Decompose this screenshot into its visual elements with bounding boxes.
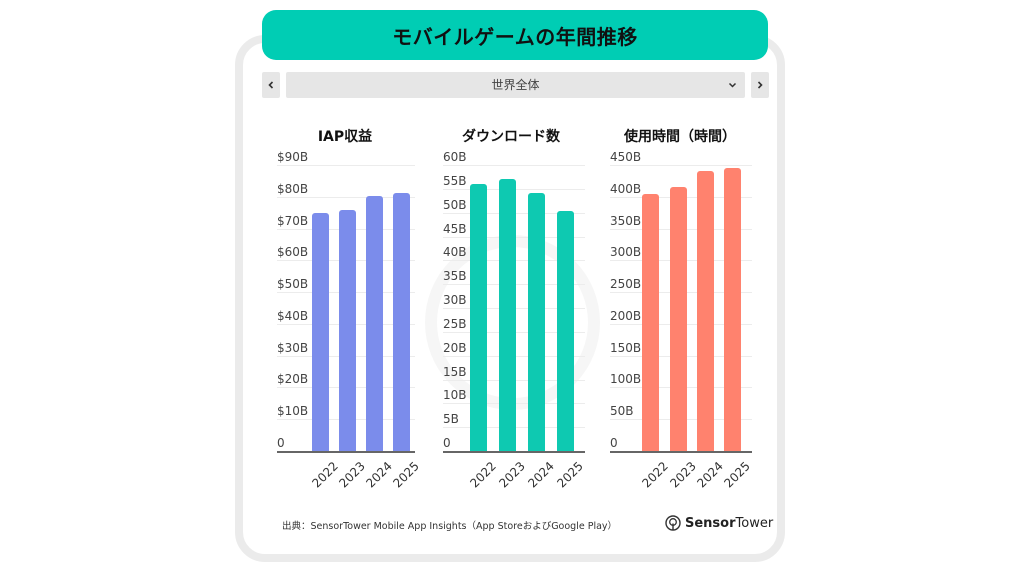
grid-line [277, 165, 415, 166]
sensortower-logo: Sensor Tower [665, 515, 773, 531]
y-tick-label: $40B [277, 308, 309, 323]
y-tick-label: 5B [443, 412, 459, 427]
bar-2023[interactable] [670, 187, 687, 451]
chevron-left-icon [268, 81, 274, 89]
y-tick-label: 0 [443, 436, 451, 450]
bar-2022[interactable] [312, 213, 329, 451]
y-tick-label: 50B [443, 197, 467, 212]
title-banner: モバイルゲームの年間推移 [262, 10, 768, 60]
chart-title: IAP収益 [317, 129, 373, 145]
y-tick-label: 20B [443, 340, 467, 355]
y-tick-label: 50B [610, 404, 634, 419]
x-axis-baseline [277, 451, 415, 453]
y-tick-label: 35B [443, 269, 467, 284]
y-tick-label: 0 [277, 436, 285, 450]
bar-2025[interactable] [724, 168, 741, 451]
sensortower-logo-icon [665, 515, 681, 531]
bar-2024[interactable] [366, 195, 383, 451]
chart-downloads: ダウンロード数 60B 55B 50B 45B 40B 35B 30B 25B 20B 15B 10… [431, 120, 591, 500]
bar-2023[interactable] [499, 179, 516, 451]
x-axis-baseline [610, 451, 752, 453]
source-note: 出典：SensorTower Mobile App Insights（App S… [282, 521, 618, 532]
region-dropdown[interactable]: 世界全体 [286, 72, 745, 98]
plot-area: 60B 55B 50B 45B 40B 35B 30B 25B 20B 15B 10B 5B 0 2022… [443, 120, 586, 500]
next-region-button[interactable] [751, 72, 769, 98]
y-tick-label: $80B [277, 181, 309, 196]
logo-text-tower: Tower [735, 515, 774, 531]
chart-title: 使用時間（時間） [624, 129, 736, 145]
y-tick-label: 200B [610, 308, 642, 323]
y-tick-label: $50B [277, 277, 309, 292]
y-tick-label: 45B [443, 221, 467, 236]
y-tick-label: 100B [610, 372, 642, 387]
bar-2025[interactable] [557, 211, 574, 451]
y-tick-label: $20B [277, 372, 309, 387]
bar-2025[interactable] [393, 192, 410, 451]
y-tick-label: 25B [443, 316, 467, 331]
y-tick-label: 400B [610, 181, 642, 196]
logo-text-sensor: Sensor [685, 515, 736, 531]
grid-line [277, 196, 415, 198]
grid-line [610, 165, 752, 166]
y-tick-label: 350B [610, 213, 642, 228]
region-selected-value: 世界全体 [491, 78, 540, 92]
y-tick-label: 0 [610, 436, 618, 450]
bar-2022[interactable] [642, 194, 659, 451]
y-tick-label: 300B [610, 245, 642, 260]
y-tick-label: 55B [443, 173, 467, 188]
y-tick-label: $10B [277, 404, 309, 419]
plot-area: 450B 400B 350B 300B 250B 200B 150B 100B 50B 0 2022… [610, 120, 753, 500]
x-axis-baseline [443, 451, 585, 453]
y-tick-label: 10B [443, 388, 467, 403]
y-tick-label: 40B [443, 245, 467, 260]
chart-title: ダウンロード数 [462, 129, 560, 145]
y-tick-label: $60B [277, 245, 309, 260]
y-tick-label: 15B [443, 364, 467, 379]
y-tick-label: 30B [443, 293, 467, 307]
y-tick-label: 250B [610, 277, 642, 292]
bar-2024[interactable] [528, 193, 545, 451]
bar-2024[interactable] [697, 170, 714, 451]
chart-usage-hours: 使用時間（時間） 450B 400B 350B 300B 250B 200B 150B 100… [598, 120, 762, 500]
chevron-right-icon [757, 81, 763, 89]
y-tick-label: $30B [277, 340, 309, 355]
y-tick-label: $70B [277, 213, 309, 228]
page-title: モバイルゲームの年間推移 [392, 24, 638, 49]
grid-line [443, 165, 585, 166]
bar-2022[interactable] [470, 183, 487, 451]
bar-2023[interactable] [339, 210, 356, 451]
chart-iap-revenue: IAP収益 $90B $80B $70B $60B $50B $40B $30B $20B $1… [265, 120, 425, 500]
chevron-down-icon [728, 82, 737, 88]
y-tick-label: 60B [443, 150, 467, 164]
y-tick-label: 150B [610, 340, 642, 355]
plot-area: $90B $80B $70B $60B $50B $40B $30B $20B $10B 0 202… [277, 120, 422, 500]
y-tick-label: 450B [610, 150, 642, 164]
prev-region-button[interactable] [262, 72, 280, 98]
y-tick-label: $90B [277, 150, 309, 164]
